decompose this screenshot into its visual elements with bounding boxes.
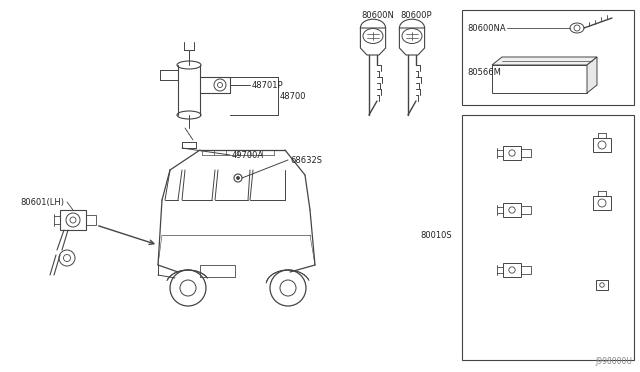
Text: J998000U: J998000U — [595, 357, 632, 366]
Bar — [593, 138, 611, 152]
Bar — [596, 280, 608, 290]
Bar — [503, 203, 521, 217]
Text: 80600NA: 80600NA — [467, 23, 506, 32]
Text: 68632S: 68632S — [290, 155, 322, 164]
Bar — [521, 266, 531, 274]
Text: 48701P: 48701P — [252, 80, 284, 90]
Bar — [503, 263, 521, 277]
Bar — [503, 146, 521, 160]
Bar — [60, 210, 86, 230]
Bar — [492, 65, 587, 93]
Polygon shape — [587, 57, 597, 93]
Bar — [462, 115, 634, 360]
Bar — [200, 265, 235, 277]
Text: 48700: 48700 — [280, 92, 307, 100]
Circle shape — [237, 176, 239, 180]
Bar — [593, 196, 611, 210]
Text: 80600P: 80600P — [400, 10, 431, 19]
Text: 80600N: 80600N — [361, 10, 394, 19]
Bar — [521, 206, 531, 214]
Bar — [521, 149, 531, 157]
Text: 80566M: 80566M — [467, 67, 501, 77]
Bar — [462, 10, 634, 105]
Text: 49700A: 49700A — [232, 151, 264, 160]
Polygon shape — [492, 57, 597, 65]
Bar — [86, 215, 96, 225]
Text: 80601(LH): 80601(LH) — [20, 198, 64, 206]
Text: 80010S: 80010S — [420, 231, 452, 240]
